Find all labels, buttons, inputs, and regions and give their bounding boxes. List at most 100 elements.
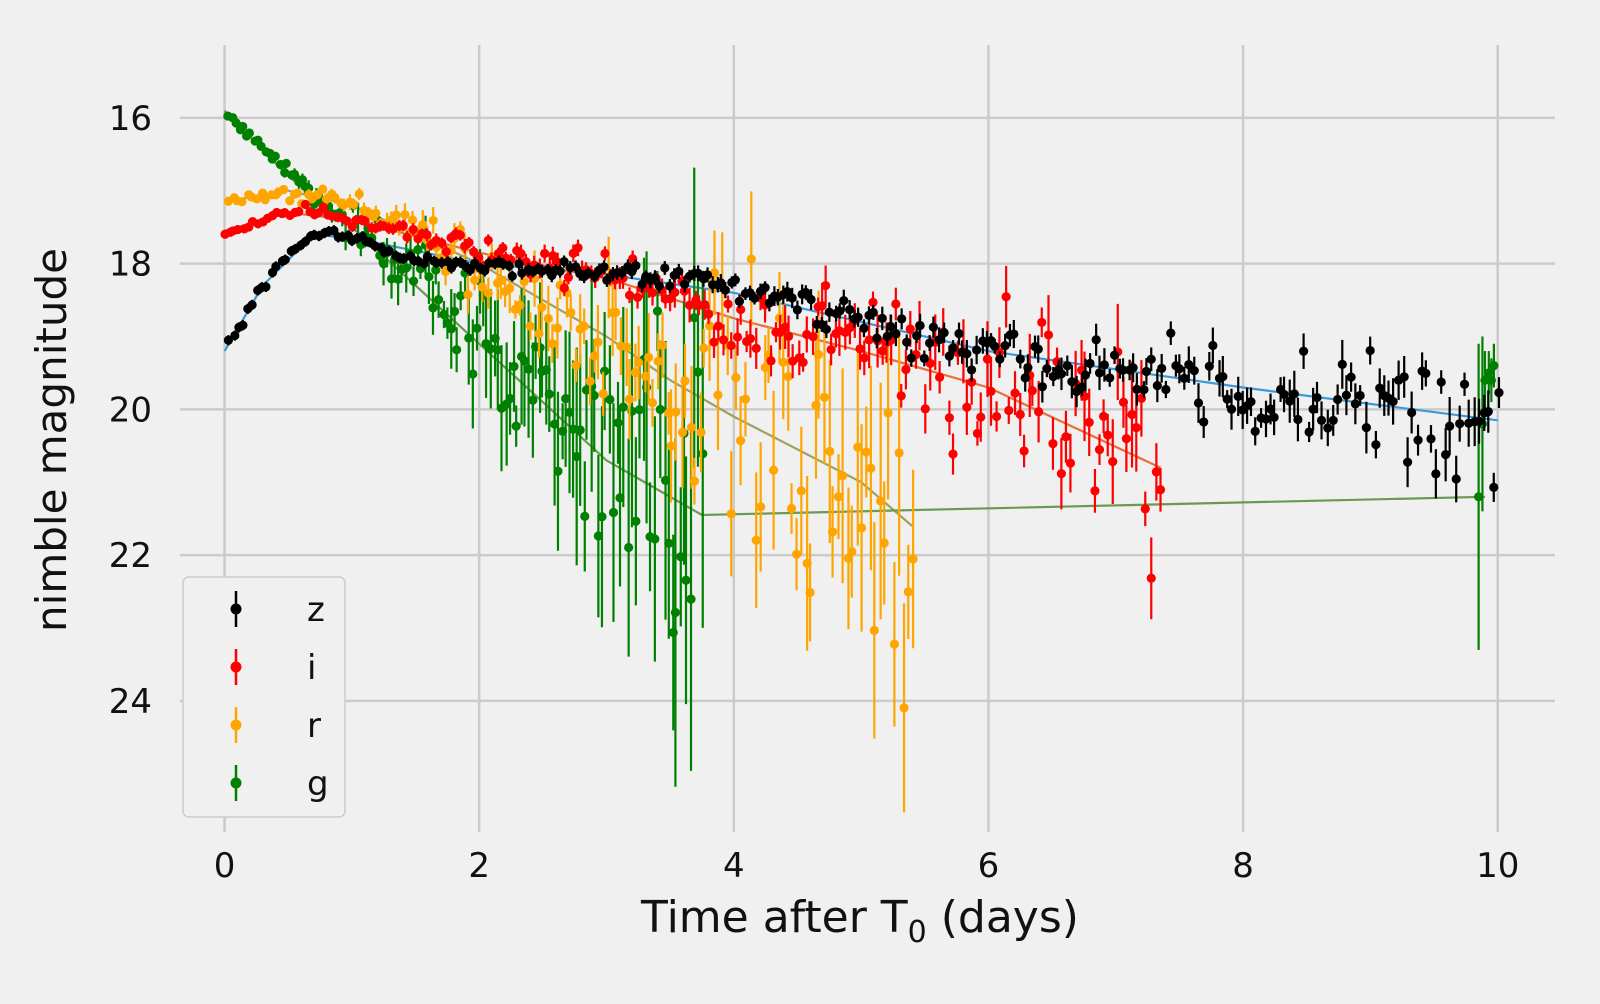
marker-i — [1121, 434, 1131, 444]
data-point-z — [1279, 376, 1289, 413]
data-point-z — [1222, 390, 1232, 409]
marker-r — [879, 538, 889, 548]
marker-g — [624, 542, 634, 553]
data-point-i — [342, 216, 352, 226]
marker-z — [877, 313, 887, 324]
marker-z — [853, 312, 863, 322]
marker-z — [806, 294, 816, 305]
marker-r — [598, 389, 608, 399]
data-point-r — [371, 205, 381, 221]
data-point-g — [561, 330, 571, 467]
data-point-z — [1289, 370, 1299, 417]
marker-i — [718, 335, 729, 345]
data-point-z — [835, 303, 845, 319]
marker-g — [664, 538, 674, 548]
marker-z — [1399, 372, 1409, 382]
marker-z — [223, 335, 233, 345]
data-point-z — [617, 265, 627, 280]
marker-z — [589, 271, 600, 281]
marker-g — [270, 151, 280, 161]
marker-g — [519, 356, 530, 366]
data-point-z — [1333, 384, 1343, 415]
data-point-i — [540, 244, 550, 263]
marker-g — [655, 404, 665, 415]
marker-z — [1152, 381, 1162, 391]
legend-label-g: g — [307, 764, 329, 804]
marker-i — [982, 354, 993, 364]
data-point-i — [1155, 467, 1166, 512]
data-point-z — [934, 327, 944, 353]
data-point-i — [1084, 388, 1094, 456]
marker-r — [751, 535, 761, 545]
data-point-z — [1413, 424, 1423, 456]
data-point-r — [349, 199, 359, 210]
marker-i — [1146, 573, 1156, 583]
marker-r — [666, 441, 676, 451]
data-point-r — [653, 333, 663, 390]
grid — [180, 45, 1555, 832]
data-point-r — [677, 376, 688, 488]
data-point-z — [1365, 336, 1375, 365]
marker-z — [966, 365, 977, 375]
data-point-i — [901, 349, 911, 390]
data-point-i — [709, 326, 719, 358]
marker-z — [1128, 363, 1138, 373]
data-point-z — [238, 320, 248, 331]
data-point-r — [791, 518, 802, 591]
marker-z — [617, 268, 627, 278]
marker-i — [548, 251, 558, 261]
data-point-z — [219, 0, 228, 5]
data-point-g — [664, 447, 674, 639]
data-point-r — [735, 396, 746, 486]
data-point-i — [600, 246, 610, 261]
marker-z — [1375, 383, 1385, 393]
legend-marker-r — [230, 719, 242, 731]
data-point-z — [422, 251, 433, 263]
marker-z — [1436, 377, 1446, 387]
marker-r — [837, 471, 848, 481]
data-point-z — [1426, 425, 1436, 453]
marker-i — [1004, 405, 1014, 416]
marker-r — [813, 350, 824, 360]
data-point-i — [976, 392, 986, 442]
marker-g — [486, 344, 496, 354]
marker-r — [894, 448, 904, 458]
marker-g — [428, 303, 438, 313]
marker-i — [1019, 446, 1029, 456]
data-point-i — [498, 242, 508, 254]
data-point-r — [680, 344, 690, 418]
data-point-z — [1489, 472, 1499, 502]
marker-z — [1355, 390, 1365, 401]
data-point-g — [544, 356, 554, 432]
marker-z — [1459, 379, 1470, 389]
marker-g — [593, 531, 603, 541]
marker-r — [689, 476, 700, 486]
data-point-z — [1208, 327, 1218, 364]
marker-r — [285, 196, 295, 206]
marker-i — [976, 412, 986, 422]
data-point-i — [896, 384, 906, 408]
data-point-z — [1337, 339, 1347, 389]
marker-i — [920, 404, 930, 414]
data-point-r — [713, 340, 723, 451]
marker-z — [995, 354, 1005, 364]
marker-z — [915, 320, 925, 331]
marker-z — [835, 306, 845, 316]
marker-g — [424, 272, 434, 282]
series-z — [219, 0, 1504, 503]
marker-i — [498, 243, 508, 253]
marker-i — [624, 290, 635, 300]
data-point-g — [289, 168, 300, 181]
marker-r — [740, 394, 751, 404]
marker-r — [407, 215, 418, 225]
marker-g — [413, 245, 423, 255]
data-point-g — [631, 437, 641, 606]
data-point-i — [944, 400, 955, 435]
marker-z — [1455, 419, 1465, 429]
data-point-z — [1375, 368, 1385, 408]
data-point-i — [723, 295, 733, 313]
data-point-i — [703, 304, 714, 324]
marker-z — [948, 343, 958, 353]
marker-g — [597, 512, 607, 522]
marker-z — [1323, 423, 1333, 433]
